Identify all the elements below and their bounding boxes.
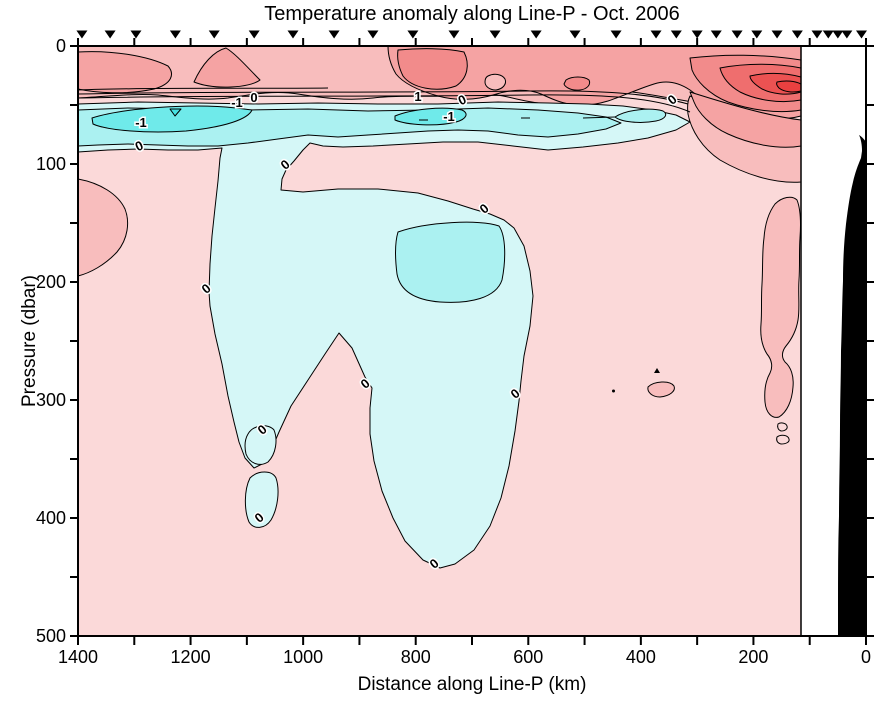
contour-label-0: -1	[231, 95, 243, 110]
station-marker-icon-23	[811, 30, 823, 39]
station-marker-icon-2	[130, 30, 142, 39]
y-tick-label-400: 400	[36, 508, 66, 528]
contour-label-1: 0	[250, 90, 257, 105]
contour-shape-tiny-dot-mark	[612, 389, 615, 393]
contour-shape-warm-1-peak	[193, 47, 261, 88]
station-marker-icon-9	[407, 30, 419, 39]
station-marker-icon-22	[791, 30, 803, 39]
contour-shape-cold-05-sliver	[614, 108, 667, 123]
station-marker-icon-12	[530, 30, 542, 39]
x-tick-label-1400: 1400	[58, 647, 98, 667]
x-tick-label-1200: 1200	[171, 647, 211, 667]
contour-shape-gradient-stripe-line-2	[78, 90, 689, 105]
station-marker-icon-16	[670, 30, 682, 39]
contour-label-4: 1	[414, 89, 421, 104]
station-marker-icon-24	[822, 30, 834, 39]
contour-shape-warm-05-left-edge	[78, 178, 129, 277]
contour-shape-warm-05-right-column	[760, 196, 802, 418]
station-marker-icon-0	[76, 30, 88, 39]
station-marker-icon-15	[650, 30, 662, 39]
contour-label-6: -1	[443, 109, 455, 124]
plot-border	[77, 45, 867, 637]
station-marker-icon-14	[610, 30, 622, 39]
contour-shape-cold-1-lens-left	[91, 105, 253, 133]
station-marker-icon-17	[691, 30, 703, 39]
station-marker-icon-8	[367, 30, 379, 39]
station-marker-icon-21	[771, 30, 783, 39]
y-tick-label-500: 500	[36, 626, 66, 646]
station-marker-icon-4	[208, 30, 220, 39]
contour-shape-warm-05-small-oval-mid	[647, 381, 675, 398]
y-tick-label-0: 0	[56, 36, 66, 56]
y-tick-label-100: 100	[36, 154, 66, 174]
contour-shape-cold-05-deep-core	[395, 221, 506, 303]
station-marker-icon-5	[248, 30, 260, 39]
station-marker-icon-19	[731, 30, 743, 39]
contour-shape-warm-05-tiny-oval-1	[777, 422, 788, 432]
contour-shape-cold-1-lens-right	[394, 107, 467, 126]
contour-shape-warm-15-oval2	[563, 76, 591, 91]
x-tick-label-0: 0	[861, 647, 871, 667]
contour-shape-cold-05-sliver-tail	[582, 116, 616, 119]
contour-shape-gradient-stripe-line-3	[78, 94, 691, 113]
x-tick-label-800: 800	[401, 647, 431, 667]
station-marker-icon-3	[169, 30, 181, 39]
contour-shape-cold-15-notch	[169, 108, 182, 117]
y-axis-title: Pressure (dbar)	[19, 275, 40, 407]
contour-label-2: -1	[135, 115, 147, 130]
station-marker-icon-7	[328, 30, 340, 39]
contour-shape-warm-3-right	[776, 80, 802, 93]
x-axis-title: Distance along Line-P (km)	[357, 674, 587, 695]
station-marker-icon-11	[489, 30, 501, 39]
station-marker-icon-10	[448, 30, 460, 39]
x-tick-label-1000: 1000	[283, 647, 323, 667]
x-tick-label-400: 400	[626, 647, 656, 667]
station-marker-icon-13	[569, 30, 581, 39]
x-tick-label-600: 600	[513, 647, 543, 667]
contour-shape-warm-05-tiny-oval-2	[776, 434, 790, 445]
station-marker-icon-6	[287, 30, 299, 39]
y-tick-label-300: 300	[36, 390, 66, 410]
contour-shape-warm-1-right-deep	[689, 91, 802, 148]
station-marker-icon-25	[832, 30, 844, 39]
contour-shape-cold-bead-lower	[244, 471, 279, 528]
station-marker-icon-27	[855, 30, 867, 39]
contour-shape-warm-05-light-oval	[484, 73, 506, 91]
station-marker-icon-18	[710, 30, 722, 39]
contour-shape-land-bathymetry-mask	[838, 135, 866, 636]
station-marker-icon-20	[751, 30, 763, 39]
station-marker-icon-26	[841, 30, 853, 39]
contour-shape-warm-15-left	[397, 48, 468, 90]
y-tick-label-200: 200	[36, 272, 66, 292]
contour-shape-cold-bead-upper	[244, 425, 277, 465]
contour-shape-cold-main-region	[78, 101, 691, 569]
contour-shape-warm-1-left	[78, 51, 172, 94]
contour-shape-tiny-triangle-mark	[654, 368, 660, 373]
x-tick-label-200: 200	[738, 647, 768, 667]
chart-title: Temperature anomaly along Line-P - Oct. …	[264, 3, 680, 25]
contour-shape-gradient-stripe-line-1	[78, 87, 329, 91]
station-marker-icon-1	[104, 30, 116, 39]
